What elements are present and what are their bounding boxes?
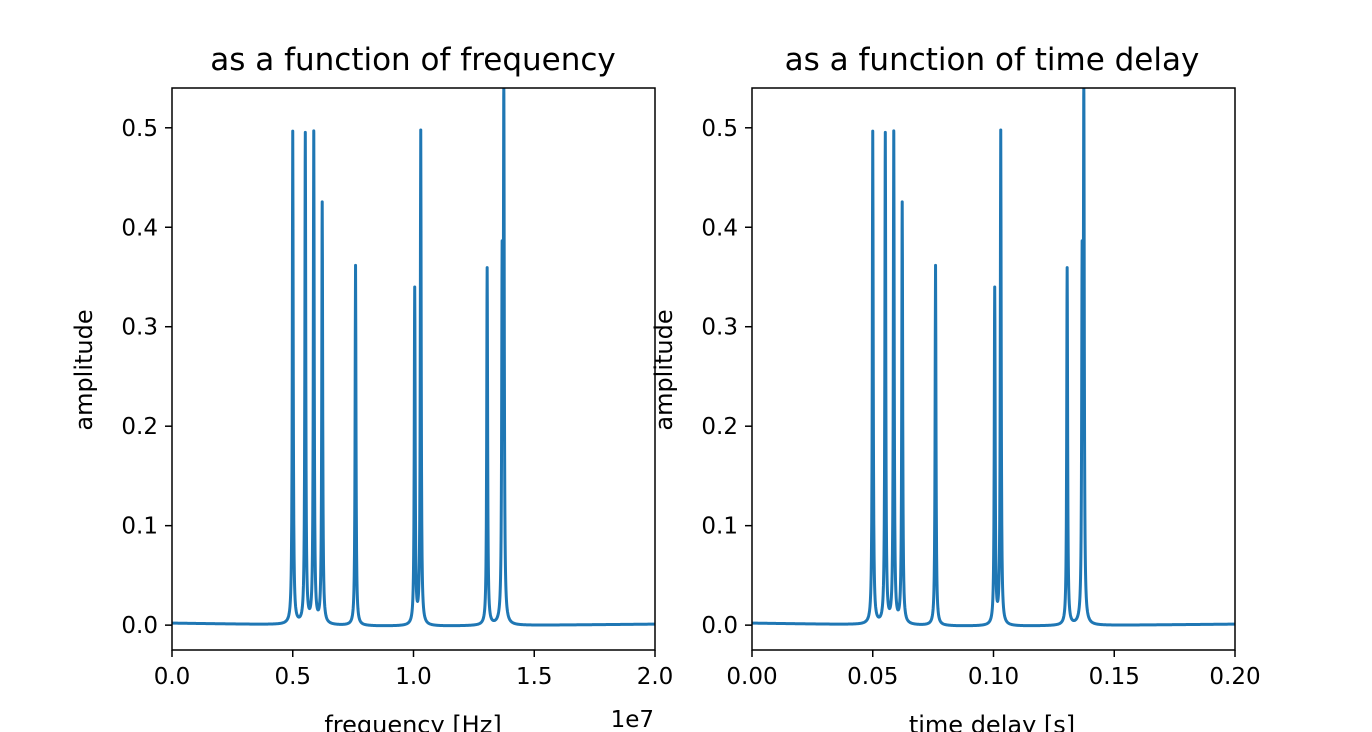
frequency-x-tick-label: 0.0 bbox=[154, 664, 191, 690]
frequency-x-axis-label: frequency [Hz] bbox=[324, 711, 501, 732]
frequency-y-tick-label: 0.0 bbox=[121, 613, 158, 639]
frequency-plot-area bbox=[171, 87, 656, 651]
time-delay-y-tick-label: 0.2 bbox=[701, 414, 738, 440]
time-delay-plot-title: as a function of time delay bbox=[785, 42, 1200, 78]
time-delay-y-axis-label: amplitude bbox=[650, 309, 678, 430]
time-delay-plot-area bbox=[751, 87, 1236, 651]
frequency-x-tick-label: 2.0 bbox=[637, 664, 674, 690]
time-delay-x-tick-label: 0.05 bbox=[847, 664, 898, 690]
time-delay-y-tick-label: 0.0 bbox=[701, 613, 738, 639]
time-delay-x-ticks: 0.00 0.05 0.10 0.15 0.20 bbox=[726, 650, 1261, 690]
frequency-x-offset-label: 1e7 bbox=[611, 707, 654, 732]
frequency-y-tick-label: 0.5 bbox=[121, 116, 158, 142]
time-delay-y-ticks: 0.0 0.1 0.2 0.3 0.4 0.5 bbox=[701, 116, 752, 639]
frequency-plot-title: as a function of frequency bbox=[210, 42, 616, 78]
time-delay-x-tick-label: 0.20 bbox=[1209, 664, 1260, 690]
frequency-x-ticks: 0.0 0.5 1.0 1.5 2.0 bbox=[154, 650, 674, 690]
time-delay-plot-panel: as a function of time delay 0.00 0.05 0.10… bbox=[650, 42, 1261, 732]
time-delay-y-tick-label: 0.1 bbox=[701, 514, 738, 540]
time-delay-y-tick-label: 0.3 bbox=[701, 315, 738, 341]
time-delay-y-tick-label: 0.5 bbox=[701, 116, 738, 142]
frequency-x-tick-label: 1.0 bbox=[395, 664, 432, 690]
frequency-x-tick-label: 0.5 bbox=[274, 664, 311, 690]
frequency-y-tick-label: 0.2 bbox=[121, 414, 158, 440]
time-delay-x-tick-label: 0.10 bbox=[968, 664, 1019, 690]
frequency-y-tick-label: 0.4 bbox=[121, 215, 158, 241]
frequency-y-tick-label: 0.1 bbox=[121, 514, 158, 540]
frequency-x-tick-label: 1.5 bbox=[516, 664, 553, 690]
frequency-plot-panel: as a function of frequency 0.0 0.5 1.0 1.5 2… bbox=[70, 42, 673, 732]
frequency-y-ticks: 0.0 0.1 0.2 0.3 0.4 0.5 bbox=[121, 116, 172, 639]
time-delay-x-tick-label: 0.15 bbox=[1089, 664, 1140, 690]
time-delay-series-line bbox=[752, 88, 1235, 628]
time-delay-x-tick-label: 0.00 bbox=[726, 664, 777, 690]
frequency-y-tick-label: 0.3 bbox=[121, 315, 158, 341]
frequency-series-line bbox=[172, 88, 655, 628]
time-delay-y-tick-label: 0.4 bbox=[701, 215, 738, 241]
frequency-y-axis-label: amplitude bbox=[70, 309, 98, 430]
time-delay-x-axis-label: time delay [s] bbox=[909, 711, 1075, 732]
